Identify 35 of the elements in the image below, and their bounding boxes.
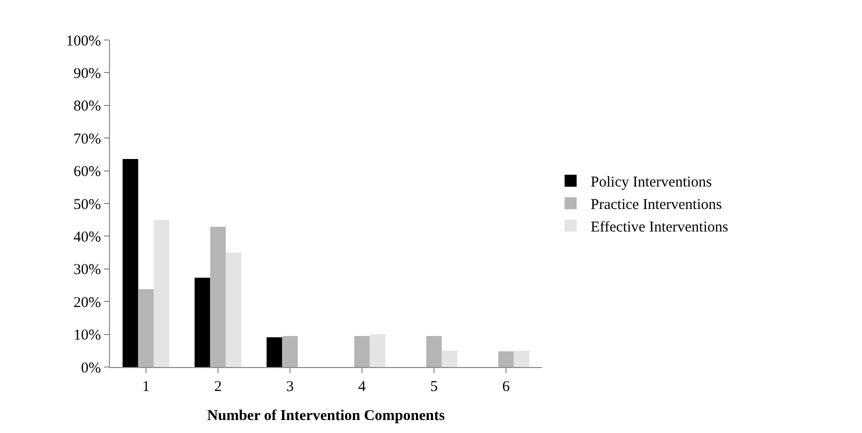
y-tick-label: 70% <box>74 131 101 148</box>
bar <box>266 337 282 367</box>
x-tick-label: 3 <box>286 379 294 395</box>
bar <box>282 336 298 367</box>
bar <box>122 159 138 367</box>
legend-label: Policy Interventions <box>590 174 712 191</box>
x-tick-label: 5 <box>430 379 438 395</box>
x-tick-label: 1 <box>142 379 150 395</box>
bar <box>370 334 386 367</box>
legend-label: Practice Interventions <box>590 197 722 214</box>
x-axis-title: Number of Intervention Components <box>207 408 445 424</box>
y-tick-label: 60% <box>74 164 101 180</box>
y-tick-label: 80% <box>74 98 101 115</box>
bar <box>138 289 154 367</box>
x-tick-label: 6 <box>502 379 510 395</box>
bar <box>514 350 530 367</box>
bar <box>154 220 170 367</box>
y-tick-label: 10% <box>74 328 101 344</box>
y-tick-label: 100% <box>66 33 101 50</box>
bar <box>226 252 242 367</box>
y-tick-label: 90% <box>74 66 101 82</box>
legend-label: Effective Interventions <box>590 220 728 236</box>
bar <box>210 226 226 367</box>
bar <box>354 336 370 367</box>
y-tick-label: 30% <box>74 262 101 278</box>
y-tick-label: 50% <box>74 196 101 213</box>
y-tick-label: 0% <box>81 360 101 376</box>
y-tick-label: 20% <box>74 294 101 311</box>
x-tick-label: 2 <box>214 379 222 395</box>
x-tick-label: 4 <box>358 379 366 395</box>
bar <box>426 336 442 367</box>
bar <box>442 350 458 367</box>
bar <box>194 278 210 367</box>
bar <box>498 351 514 367</box>
y-tick-label: 40% <box>74 229 101 246</box>
